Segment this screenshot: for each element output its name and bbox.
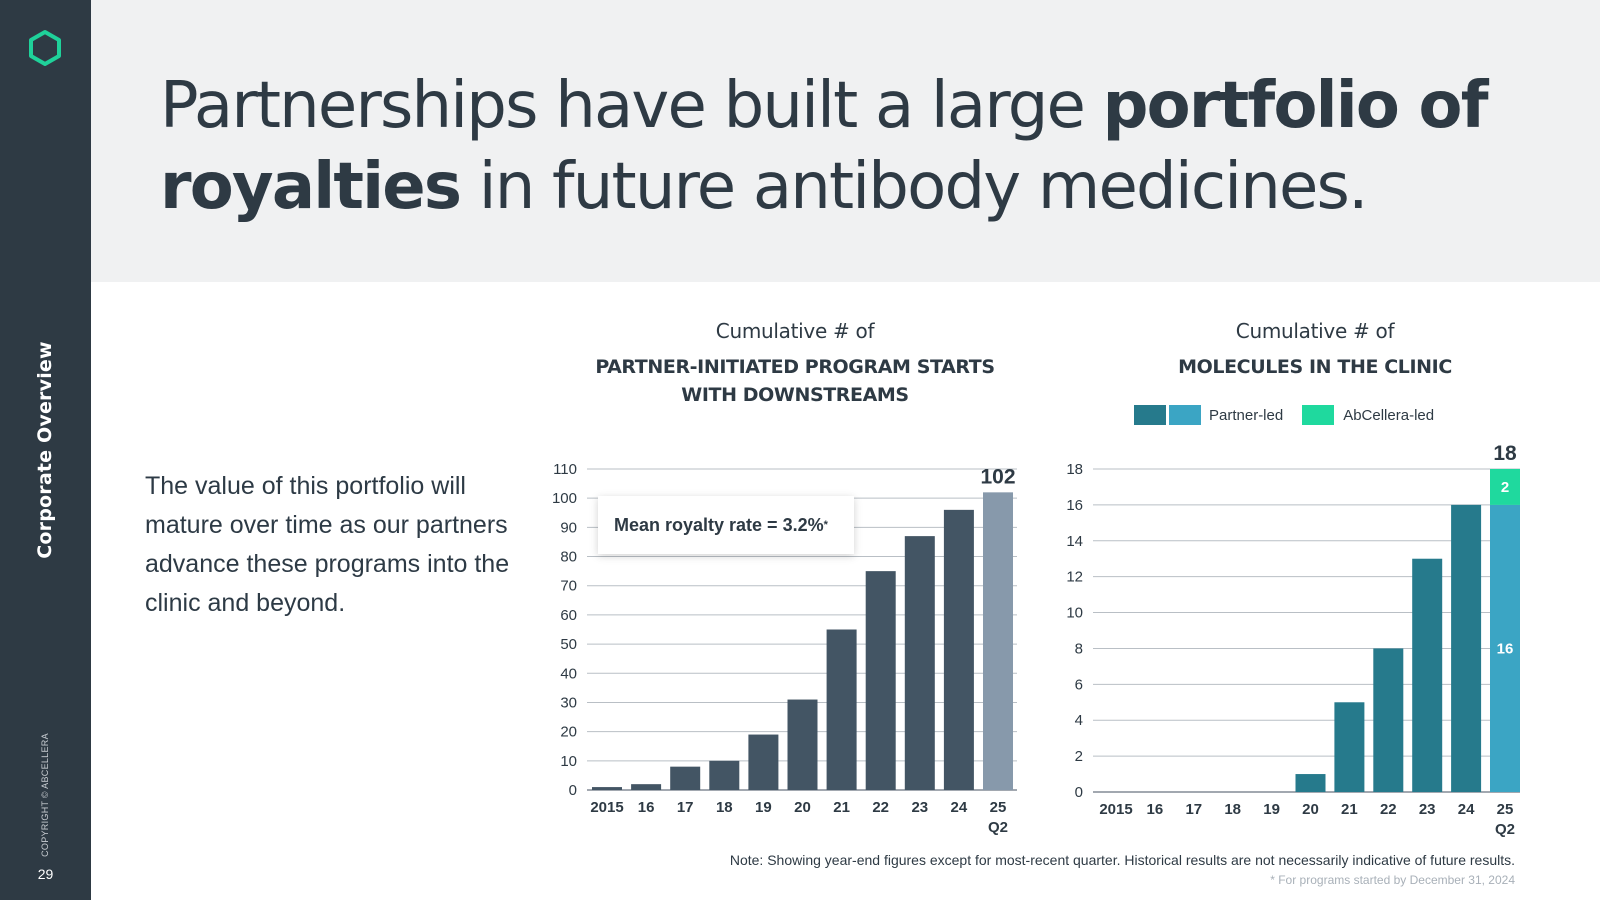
chart2-partner-bar: [1334, 702, 1365, 792]
chart2-x-tick-label: 20: [1302, 801, 1319, 818]
chart1-x-tick-label: 18: [716, 799, 733, 816]
chart2-partner-bar: [1451, 504, 1482, 792]
chart1-y-tick-label: 60: [560, 607, 577, 624]
legend-abcellera-swatch: [1302, 405, 1335, 425]
chart2-x-tick-label: 23: [1419, 801, 1436, 818]
chart2-x-tick-label: 22: [1380, 801, 1397, 818]
chart1-x-tick-label: 24: [951, 799, 968, 816]
chart2-abcellera-segment-label: 2: [1501, 479, 1509, 496]
chart1-x-tick-label: 17: [677, 799, 694, 816]
chart1-x-tick-label: 16: [638, 799, 655, 816]
chart2-y-tick-label: 12: [1066, 569, 1083, 586]
footnote: * For programs started by December 31, 2…: [1270, 873, 1515, 887]
chart1-y-tick-label: 90: [560, 519, 577, 536]
chart2-x-tick-label: 2015: [1099, 801, 1132, 818]
chart2-legend: Partner-led AbCellera-led: [1134, 405, 1434, 425]
chart2-x-tick-label: 19: [1263, 801, 1280, 818]
royalty-callout-box: Mean royalty rate = 3.2% *: [598, 496, 854, 554]
chart1-subtitle: Cumulative # of: [715, 319, 875, 343]
chart2-subtitle: Cumulative # of: [1235, 319, 1395, 343]
chart1-x-tick-label: 21: [833, 799, 850, 816]
chart2-x-tick-sublabel: Q2: [1495, 821, 1515, 838]
chart1-y-tick-label: 50: [560, 636, 577, 653]
chart2-partner-bar: [1412, 558, 1443, 792]
header-band: [91, 0, 1600, 282]
chart1-title: PARTNER-INITIATED PROGRAM STARTS WITH DOW…: [595, 356, 995, 406]
chart1-bar: [865, 571, 896, 790]
chart2-partner-bar: [1490, 504, 1520, 792]
chart1-y-tick-label: 70: [560, 578, 577, 595]
chart2-y-tick-label: 18: [1066, 461, 1083, 478]
legend-partner-swatch-dark: [1134, 405, 1166, 425]
body-paragraph: The value of this portfolio will mature …: [145, 472, 510, 617]
chart2-x-tick-label: 24: [1458, 801, 1475, 818]
chart1-bar: [748, 734, 779, 790]
chart1-y-tick-label: 110: [553, 461, 577, 478]
legend-abcellera-label: AbCellera-led: [1343, 406, 1435, 424]
royalty-callout-text: Mean royalty rate = 3.2%: [614, 514, 824, 535]
chart1-x-tick-sublabel: Q2: [988, 819, 1008, 836]
chart1-bar: [670, 766, 701, 790]
chart1-bar: [592, 787, 622, 790]
page-title: Partnerships have built a large portfoli…: [160, 66, 1550, 228]
legend-partner-swatch-light: [1169, 405, 1201, 425]
chart2-y-tick-label: 6: [1075, 676, 1083, 693]
chart2-x-tick-label: 18: [1224, 801, 1241, 818]
legend-partner-label: Partner-led: [1209, 406, 1284, 424]
chart2-x-tick-label: 17: [1185, 801, 1202, 818]
chart1-bar: [904, 536, 935, 790]
title-part2: in future antibody medicines.: [460, 150, 1369, 224]
chart2-total-label: 18: [1493, 442, 1517, 465]
chart1-x-tick-label: 22: [872, 799, 889, 816]
chart2-partner-bar: [1295, 774, 1326, 792]
legend-abcellera-led: AbCellera-led: [1302, 405, 1434, 425]
chart1-bar: [631, 784, 662, 790]
chart1-data-label: 102: [980, 465, 1015, 488]
chart2-partner-segment-label: 16: [1497, 640, 1514, 657]
chart1-x-tick-label: 25: [990, 799, 1007, 816]
chart1-bar: [709, 760, 740, 790]
chart2-x-tick-label: 16: [1147, 801, 1164, 818]
chart2-y-tick-label: 8: [1075, 640, 1083, 657]
chart-note: Note: Showing year-end figures except fo…: [729, 852, 1515, 868]
chart2-x-tick-label: 25: [1497, 801, 1514, 818]
chart1-bar: [983, 492, 1013, 790]
title-bold: portfolio of royalties: [160, 69, 1489, 224]
royalty-callout-marker: *: [823, 519, 828, 531]
chart1-bar: [826, 629, 857, 790]
chart2-x-tick-label: 21: [1341, 801, 1358, 818]
sidebar: Corporate Overview COPYRIGHT © ABCELLERA…: [0, 0, 91, 900]
chart2-y-tick-label: 2: [1075, 748, 1083, 765]
chart1-bar: [943, 509, 974, 790]
chart1-y-tick-label: 10: [560, 753, 577, 770]
chart1-y-tick-label: 0: [569, 782, 577, 799]
chart2-title: MOLECULES IN THE CLINIC: [1178, 356, 1452, 378]
chart1-x-tick-label: 19: [755, 799, 772, 816]
chart1-y-tick-label: 30: [560, 694, 577, 711]
chart2-y-tick-label: 10: [1066, 605, 1083, 622]
chart1-y-tick-label: 80: [560, 549, 577, 566]
chart2-y-tick-label: 4: [1075, 712, 1083, 729]
chart2-title-block: Cumulative # of MOLECULES IN THE CLINIC: [1090, 319, 1540, 381]
page-number: 29: [37, 866, 54, 882]
chart1-x-tick-label: 2015: [590, 799, 623, 816]
abcellera-hexagon-logo-icon: [29, 30, 61, 66]
chart1-y-tick-label: 100: [552, 490, 577, 507]
legend-partner-led: Partner-led: [1134, 405, 1283, 425]
chart1-title-block: Cumulative # of PARTNER-INITIATED PROGRA…: [560, 319, 1030, 409]
chart2-y-tick-label: 0: [1075, 784, 1083, 801]
chart2-y-tick-label: 14: [1066, 533, 1083, 550]
chart1-y-tick-label: 40: [560, 665, 577, 682]
chart2-partner-bar: [1373, 648, 1404, 792]
chart1-y-tick-label: 20: [560, 724, 577, 741]
title-part1: Partnerships have built a large: [160, 69, 1103, 143]
chart2-y-tick-label: 16: [1066, 497, 1083, 514]
chart1-x-tick-label: 23: [911, 799, 928, 816]
chart2-abcellera-bar: [1490, 469, 1520, 505]
chart1-x-tick-label: 20: [794, 799, 811, 816]
chart1-bar: [787, 699, 818, 790]
